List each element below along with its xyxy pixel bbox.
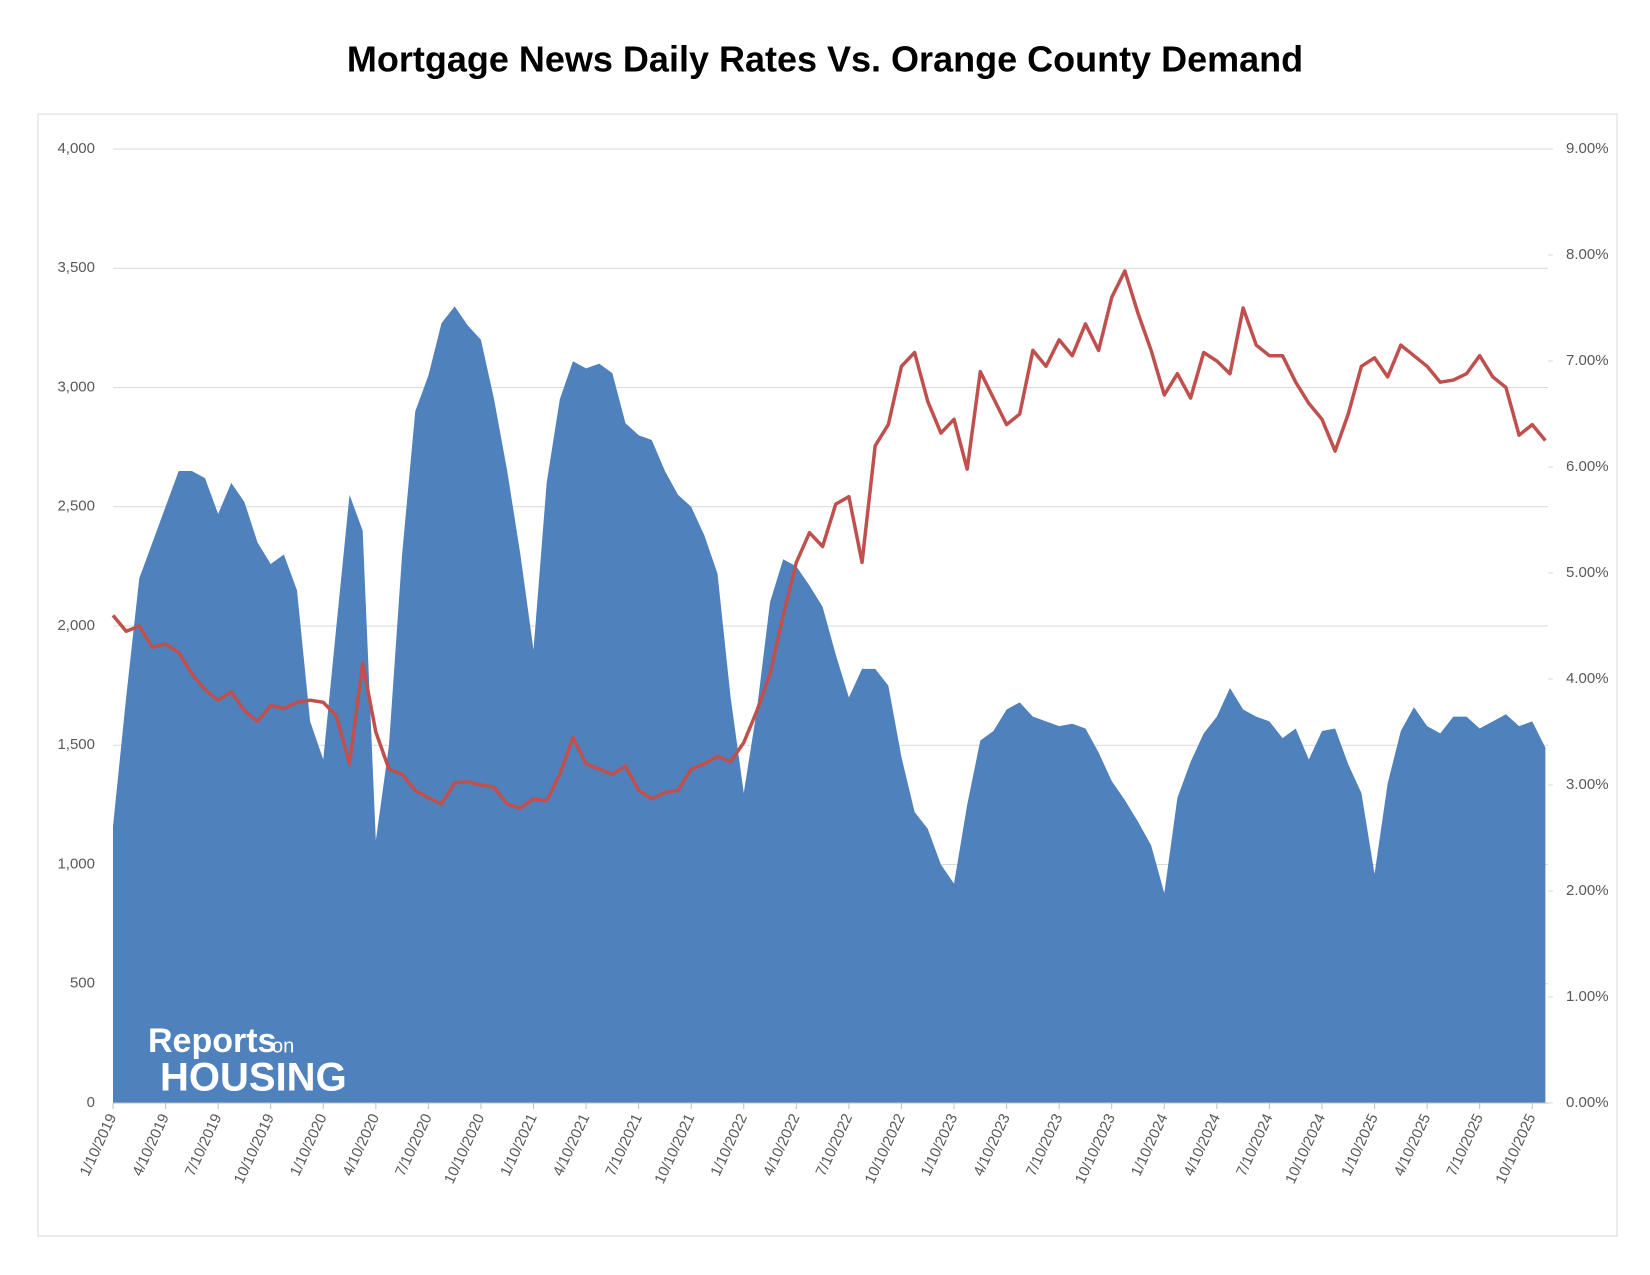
y2-tick-label: 0.00% (1566, 1094, 1609, 1111)
x-tick-label: 10/10/2020 (441, 1111, 488, 1186)
x-tick-label: 10/10/2022 (862, 1111, 909, 1186)
x-tick-label: 4/10/2019 (129, 1111, 173, 1179)
x-tick-label: 4/10/2022 (760, 1111, 804, 1179)
y-tick-label: 3,000 (57, 378, 95, 395)
y2-tick-label: 8.00% (1566, 246, 1609, 263)
x-tick-label: 1/10/2025 (1338, 1111, 1382, 1179)
x-tick-label: 1/10/2020 (287, 1111, 331, 1179)
x-tick-label: 10/10/2019 (231, 1111, 278, 1186)
rate-line (111, 269, 1547, 811)
x-tick-label: 1/10/2021 (497, 1111, 541, 1179)
y2-tick-label: 1.00% (1566, 988, 1609, 1005)
watermark: on (272, 1035, 294, 1057)
x-tick-label: 7/10/2021 (602, 1111, 646, 1179)
x-tick-label: 4/10/2020 (339, 1111, 383, 1179)
y-tick-label: 1,000 (57, 855, 95, 872)
x-tick-label: 10/10/2021 (651, 1111, 698, 1186)
x-tick-label: 10/10/2024 (1282, 1111, 1329, 1186)
demand-area (113, 306, 1546, 1103)
x-tick-label: 7/10/2025 (1443, 1111, 1487, 1179)
y2-tick-label: 4.00% (1566, 670, 1609, 687)
x-tick-label: 7/10/2023 (1023, 1111, 1067, 1179)
x-tick-label: 10/10/2025 (1492, 1111, 1539, 1186)
x-tick-label: 1/10/2019 (77, 1111, 121, 1179)
chart-border (37, 113, 1618, 1237)
y-tick-label: 3,500 (57, 259, 95, 276)
y-tick-label: 4,000 (57, 140, 95, 157)
y2-tick-label: 9.00% (1566, 140, 1609, 157)
y2-tick-label: 7.00% (1566, 352, 1609, 369)
y2-tick-label: 5.00% (1566, 564, 1609, 581)
x-tick-label: 7/10/2024 (1233, 1111, 1277, 1179)
chart-title: Mortgage News Daily Rates Vs. Orange Cou… (347, 39, 1303, 80)
watermark: HOUSING (160, 1056, 347, 1100)
y-tick-label: 2,500 (57, 498, 95, 515)
x-tick-label: 7/10/2022 (813, 1111, 857, 1179)
x-tick-label: 7/10/2019 (182, 1111, 226, 1179)
y-tick-label: 500 (70, 975, 95, 992)
x-tick-label: 4/10/2025 (1391, 1111, 1435, 1179)
y2-tick-label: 6.00% (1566, 458, 1609, 475)
y-tick-label: 2,000 (57, 617, 95, 634)
y-tick-label: 1,500 (57, 736, 95, 753)
x-tick-label: 10/10/2023 (1072, 1111, 1119, 1186)
x-tick-label: 1/10/2022 (707, 1111, 751, 1179)
x-tick-label: 1/10/2024 (1128, 1111, 1172, 1179)
watermark: Reports (148, 1022, 276, 1060)
x-tick-label: 1/10/2023 (918, 1111, 962, 1179)
x-tick-label: 7/10/2020 (392, 1111, 436, 1179)
y2-tick-label: 2.00% (1566, 882, 1609, 899)
y-tick-label: 0 (87, 1094, 95, 1111)
y2-tick-label: 3.00% (1566, 776, 1609, 793)
x-tick-label: 4/10/2024 (1180, 1111, 1224, 1179)
x-tick-label: 4/10/2023 (970, 1111, 1014, 1179)
x-tick-label: 4/10/2021 (550, 1111, 594, 1179)
